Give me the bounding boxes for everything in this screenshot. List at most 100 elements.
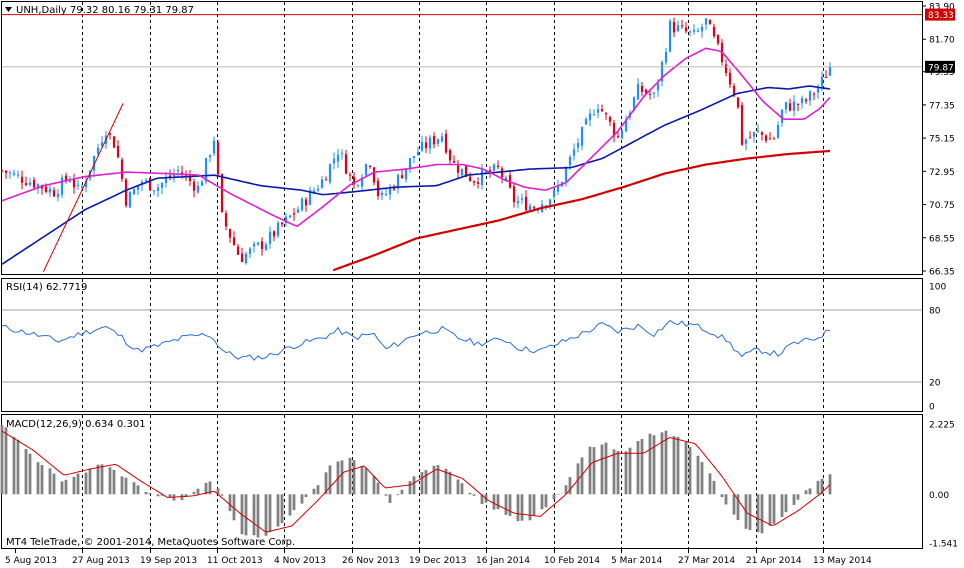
candle-body: [240, 253, 244, 262]
candle-body: [800, 98, 804, 104]
candle-body: [332, 158, 336, 164]
candle-body: [80, 186, 84, 188]
rsi-tick-label: 80: [929, 307, 941, 317]
candle-body: [372, 167, 376, 183]
candle-body: [300, 198, 304, 211]
candle-body: [156, 187, 160, 191]
macd-histogram-bar: [72, 476, 76, 495]
macd-histogram-bar: [12, 436, 16, 495]
candle-body: [364, 164, 368, 176]
candle-body: [788, 103, 792, 111]
candle-body: [0, 170, 4, 172]
macd-histogram-bar: [112, 469, 116, 495]
macd-histogram-bar: [108, 467, 112, 495]
macd-histogram-bar: [708, 473, 712, 495]
macd-histogram-bar: [696, 455, 700, 495]
price-panel[interactable]: [1, 1, 923, 275]
macd-histogram-bar: [820, 478, 824, 495]
macd-histogram-bar: [52, 473, 56, 495]
macd-tick-label: -1.541: [929, 540, 958, 550]
macd-histogram-bar: [180, 494, 184, 501]
macd-histogram-bar: [456, 479, 460, 495]
candle-body: [756, 130, 760, 132]
macd-histogram-bar: [372, 475, 376, 495]
copyright-footer: MT4 TeleTrade, © 2001-2014, MetaQuotes S…: [6, 537, 295, 548]
candle-body: [504, 177, 508, 180]
candle-body: [604, 113, 608, 115]
candle-body: [264, 244, 268, 250]
macd-histogram-bar: [256, 494, 260, 538]
candle-body: [88, 170, 92, 179]
candle-body: [620, 130, 624, 139]
candle-body: [308, 190, 312, 205]
price-plot: [0, 14, 922, 272]
macd-title: MACD(12,26,9) 0.634 0.301: [6, 419, 146, 430]
candle-body: [64, 175, 68, 181]
trendline[interactable]: [42, 103, 124, 272]
macd-histogram-bar: [220, 494, 224, 496]
macd-histogram-bar: [352, 460, 356, 495]
rsi-panel[interactable]: [1, 278, 923, 412]
rsi-title: RSI(14) 62.7719: [6, 282, 87, 293]
candle-body: [96, 147, 100, 155]
macd-histogram-bar: [232, 494, 236, 521]
candle-body: [236, 246, 240, 255]
candle-body: [132, 189, 136, 195]
candle-body: [424, 142, 428, 149]
candle-body: [76, 184, 80, 186]
axis-labels: 83.90 81.70 79.55 77.35 75.15 72.95 70.75 68.55…: [5, 3, 958, 567]
macd-histogram-bar: [156, 494, 160, 497]
candle-body: [496, 165, 500, 168]
current-price-tag[interactable]: [925, 60, 955, 73]
macd-histogram-bar: [532, 494, 536, 517]
macd-histogram-bar: [24, 449, 28, 495]
candle-body: [228, 228, 232, 238]
collapse-triangle-icon[interactable]: [5, 7, 12, 12]
candle-body: [592, 114, 596, 116]
macd-histogram-bar: [712, 480, 716, 495]
resistance-tag-label: 83.33: [928, 11, 954, 21]
candle-body: [232, 237, 236, 246]
price-tick-label: 66.35: [929, 268, 955, 278]
candle-body: [212, 140, 216, 154]
macd-histogram-bar: [292, 494, 296, 511]
candle-body: [768, 138, 772, 140]
candle-body: [124, 179, 128, 206]
candle-body: [600, 109, 604, 112]
macd-histogram-bar: [168, 494, 172, 498]
macd-histogram-bar: [544, 494, 548, 508]
candle-body: [192, 181, 196, 191]
candle-body: [712, 26, 716, 37]
candle-body: [776, 124, 780, 138]
candle-body: [304, 199, 308, 206]
date-tick-label: 27 Mar 2014: [678, 556, 735, 566]
candle-body: [120, 159, 124, 179]
price-tick-label: 83.90: [929, 3, 955, 13]
candle-body: [668, 20, 672, 52]
candle-body: [244, 253, 248, 264]
candle-body: [288, 215, 292, 218]
candle-body: [696, 30, 700, 32]
candle-body: [452, 160, 456, 163]
macd-histogram-bar: [552, 494, 556, 500]
macd-histogram-bar: [244, 494, 248, 536]
candle-body: [348, 174, 352, 176]
candle-body: [20, 176, 24, 183]
macd-histogram-bar: [480, 494, 484, 505]
candle-body: [516, 201, 520, 204]
candle-body: [624, 119, 628, 132]
macd-histogram-bar: [768, 494, 772, 526]
macd-histogram-bar: [720, 494, 724, 498]
macd-histogram-bar: [40, 464, 44, 495]
macd-panel[interactable]: [1, 414, 923, 549]
candle-body: [176, 170, 180, 172]
resistance-tag[interactable]: [925, 8, 955, 21]
candle-body: [656, 83, 660, 91]
candle-body: [272, 231, 276, 237]
macd-histogram-bar: [772, 494, 776, 524]
candle-body: [796, 103, 800, 105]
macd-histogram-bar: [276, 494, 280, 527]
macd-histogram-bar: [348, 457, 352, 495]
macd-histogram-bar: [396, 494, 400, 496]
